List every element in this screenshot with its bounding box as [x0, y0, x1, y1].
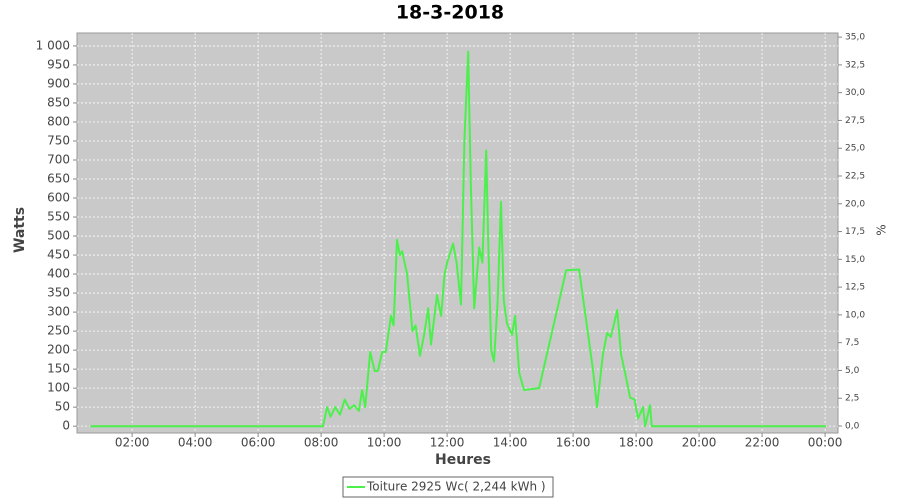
y-tick-label: 350 — [47, 286, 70, 300]
y2-tick-label: 30,0 — [845, 88, 865, 98]
legend-label: Toiture 2925 Wc( 2,244 kWh ) — [366, 480, 546, 494]
y2-tick-label: 7,5 — [845, 338, 859, 348]
x-tick-label: 18:00 — [619, 436, 654, 450]
chart-title: 18-3-2018 — [396, 2, 504, 24]
x-tick-label: 22:00 — [745, 436, 780, 450]
x-tick-label: 14:00 — [493, 436, 528, 450]
y-tick-label: 400 — [47, 267, 70, 281]
y2-tick-label: 27,5 — [845, 116, 865, 126]
x-tick-label: 16:00 — [556, 436, 591, 450]
y2-tick-label: 35,0 — [845, 33, 865, 43]
y-tick-label: 850 — [47, 95, 70, 109]
x-tick-label: 02:00 — [115, 436, 150, 450]
y2-tick-label: 20,0 — [845, 199, 865, 209]
x-tick-label: 10:00 — [367, 436, 402, 450]
series-line — [90, 50, 826, 428]
y-tick-label: 200 — [47, 343, 70, 357]
y2-tick-label: 2,5 — [845, 394, 859, 404]
y-tick-label: 300 — [47, 305, 70, 319]
legend — [342, 476, 554, 498]
x-tick-label: 12:00 — [430, 436, 465, 450]
plot-area — [76, 32, 839, 434]
y2-tick-label: 15,0 — [845, 255, 865, 265]
y2-tick-label: 10,0 — [845, 310, 865, 320]
y-tick-label: 700 — [47, 152, 70, 166]
x-tick-label: 20:00 — [682, 436, 717, 450]
y2-tick-label: 12,5 — [845, 283, 865, 293]
y-tick-label: 600 — [47, 191, 70, 205]
y-tick-label: 250 — [47, 324, 70, 338]
x-axis-title: Heures — [435, 452, 491, 468]
x-tick-label: 06:00 — [241, 436, 276, 450]
y-tick-label: 450 — [47, 248, 70, 262]
y-tick-label: 150 — [47, 362, 70, 376]
y2-tick-label: 25,0 — [845, 144, 865, 154]
y2-tick-label: 5,0 — [845, 366, 860, 376]
y-axis-title: Watts — [12, 207, 28, 253]
y-tick-label: 650 — [47, 172, 70, 186]
y2-tick-label: 22,5 — [845, 172, 865, 182]
y2-tick-label: 32,5 — [845, 60, 865, 70]
y-tick-label: 50 — [55, 400, 70, 414]
x-tick-label: 00:00 — [808, 436, 843, 450]
y2-tick-label: 0,0 — [845, 422, 860, 432]
y-tick-label: 1 000 — [36, 38, 70, 52]
y-tick-label: 100 — [47, 381, 70, 395]
y-tick-label: 550 — [47, 210, 70, 224]
y-tick-label: 950 — [47, 57, 70, 71]
y-tick-label: 0 — [62, 419, 70, 433]
y2-tick-label: 17,5 — [845, 227, 865, 237]
y-tick-label: 750 — [47, 133, 70, 147]
y-tick-label: 500 — [47, 229, 70, 243]
y2-axis-title: % — [875, 224, 889, 235]
x-tick-label: 08:00 — [304, 436, 339, 450]
y-tick-label: 900 — [47, 76, 70, 90]
x-tick-label: 04:00 — [178, 436, 213, 450]
y-tick-label: 800 — [47, 114, 70, 128]
